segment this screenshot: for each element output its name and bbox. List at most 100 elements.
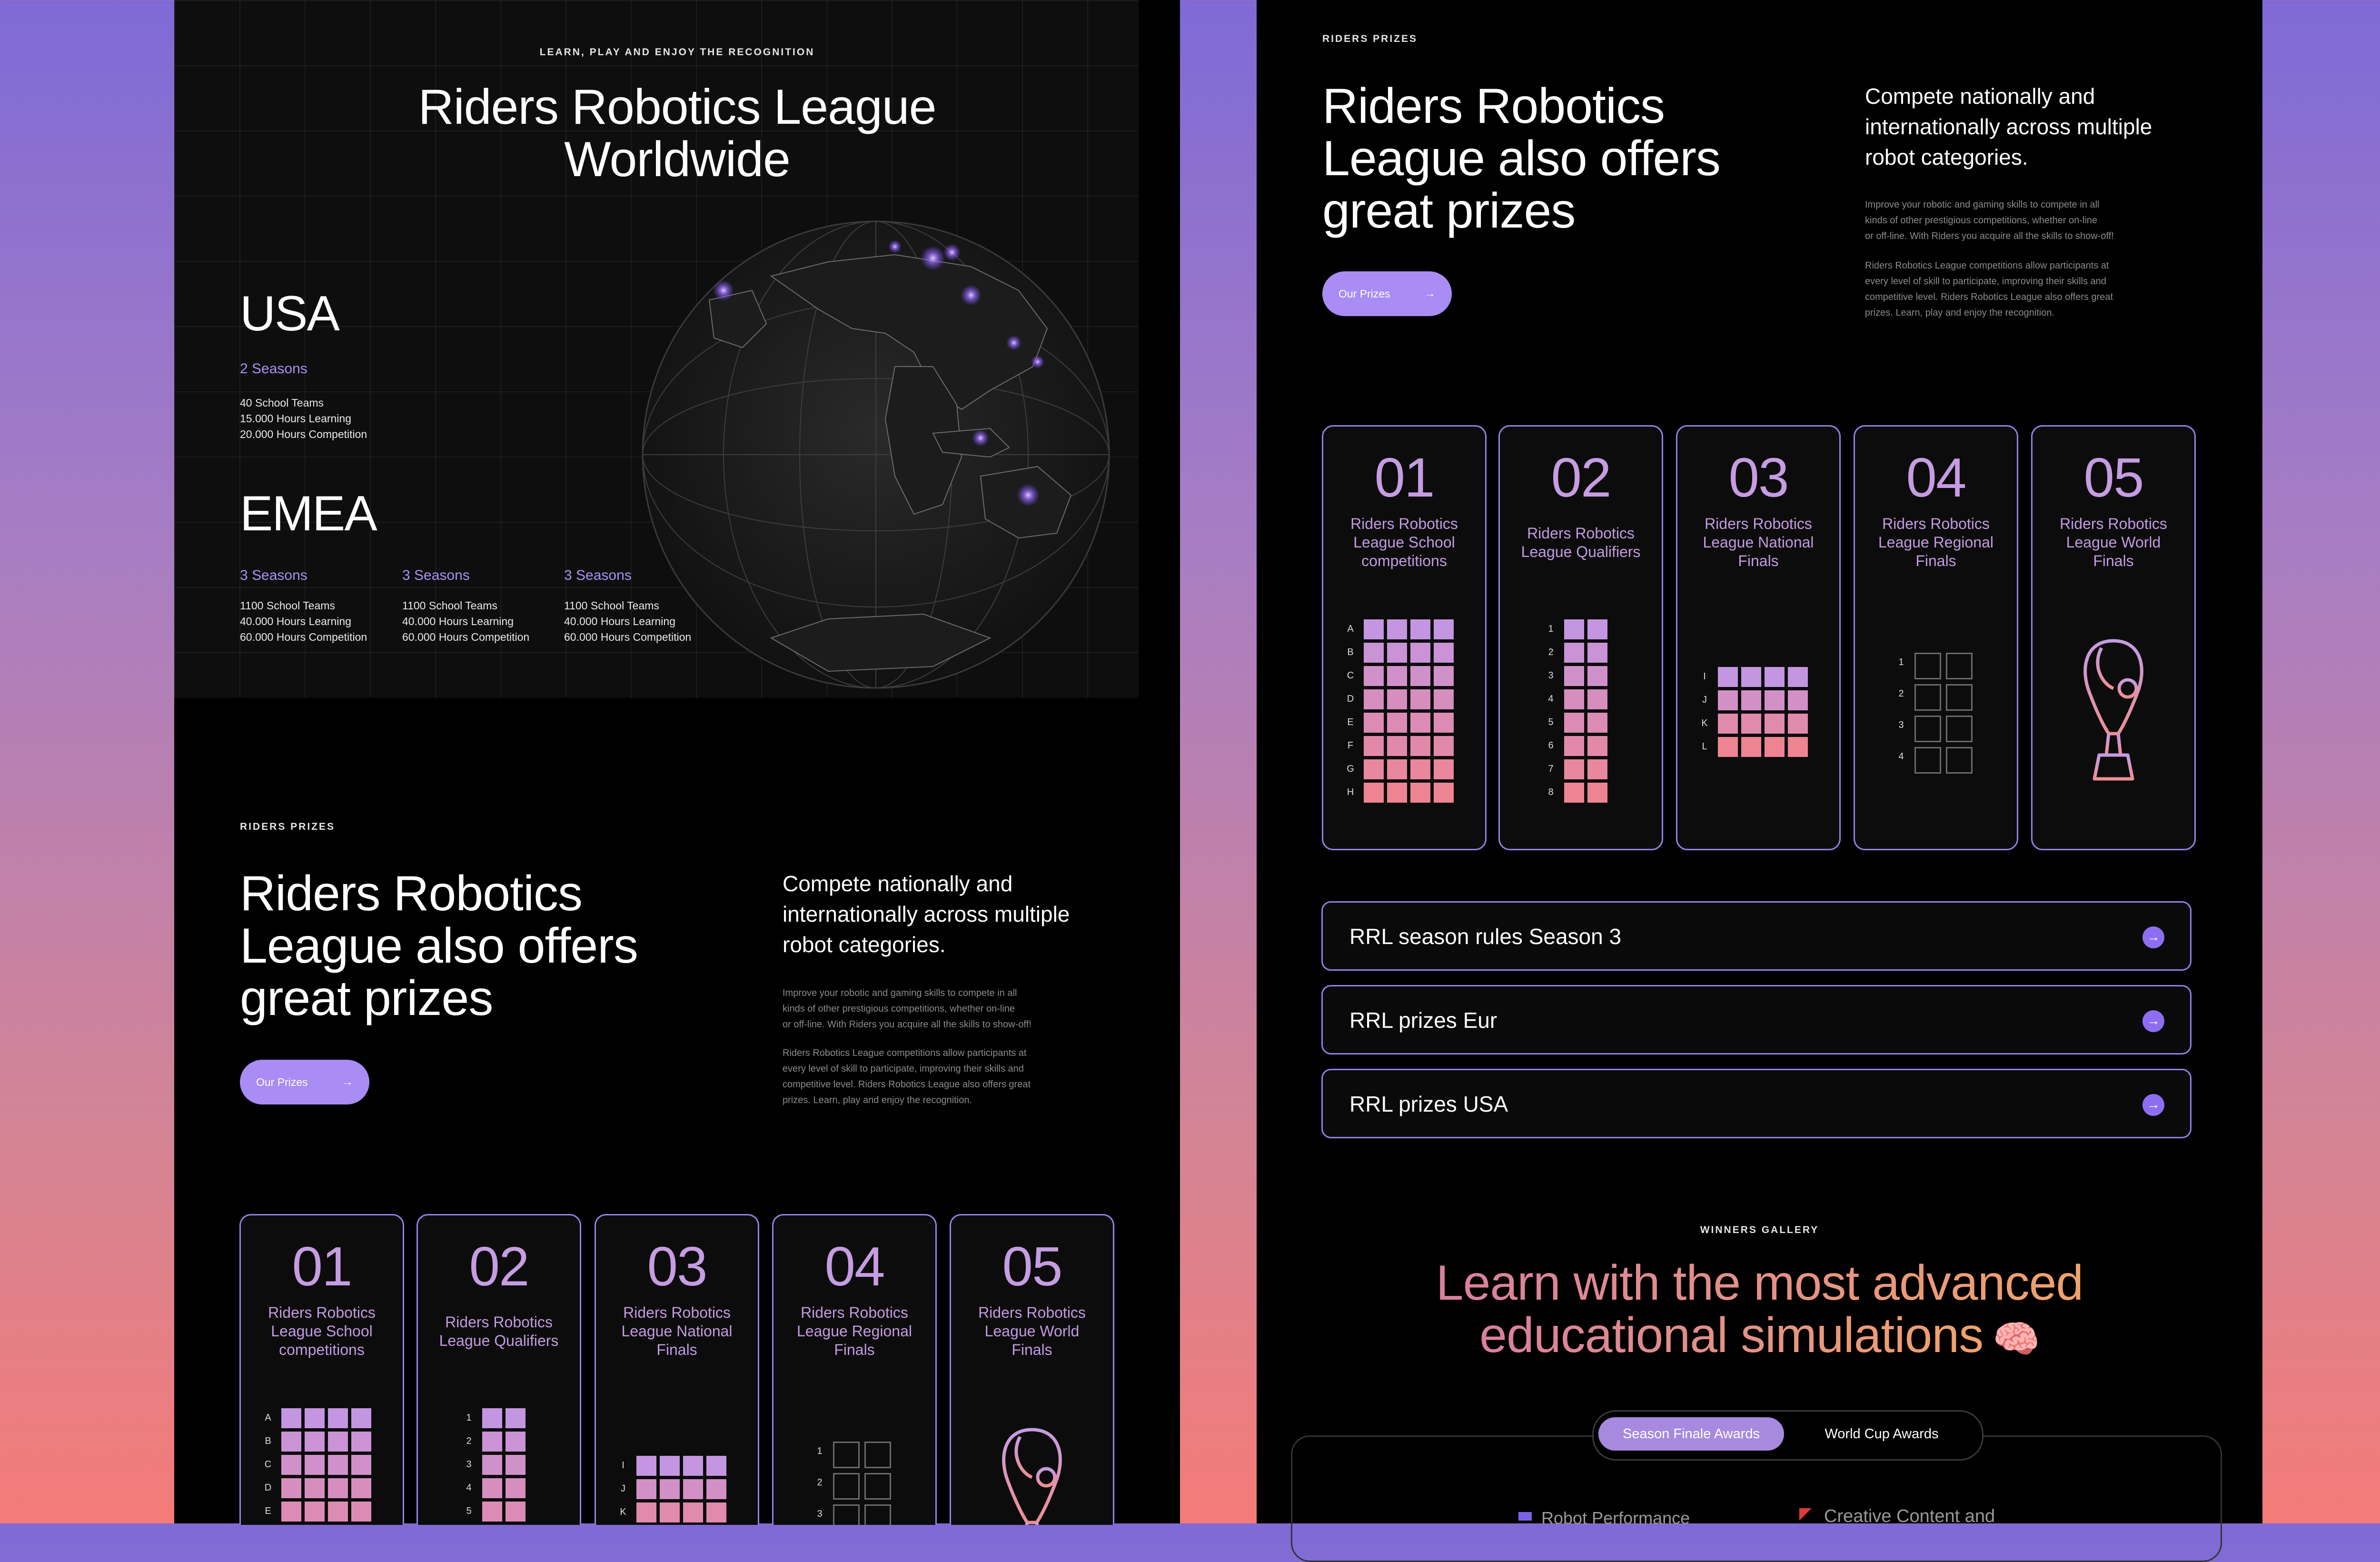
card-number: 04 [1906,447,1966,508]
seat-square [1718,667,1738,687]
row-label: B [1347,647,1354,657]
seat-square [1364,783,1384,803]
seat-square [660,1502,680,1522]
card-title-line: League Regional [797,1323,912,1340]
prize-card[interactable]: 01 Riders Robotics League School competitio… [239,1214,404,1525]
card-title-line: Finals [834,1341,875,1358]
prize-card[interactable]: 04 Riders Robotics League Regional Finals 1 2… [1854,425,2018,850]
seat-square [1587,619,1607,639]
prize-card[interactable]: 03 Riders Robotics League National Finals I J… [1676,425,1841,850]
paragraph-line: Riders Robotics League competitions allo… [1865,260,2109,271]
seat-square [351,1478,371,1498]
emea-stats: 1100 School Teams 40.000 Hours Learning … [402,598,529,645]
lead-line: robot categories. [1865,145,2028,169]
stat-line: 60.000 Hours Competition [402,631,530,643]
button-label: Our Prizes [1339,287,1390,300]
card-title: Riders Robotics League Regional Finals [783,1303,926,1359]
card-title-line: League World [2066,534,2161,551]
card-number: 02 [469,1235,529,1297]
seat-square [351,1432,371,1452]
card-title: Riders Robotics League World Finals [961,1303,1103,1359]
purple-flag-icon [1518,1512,1532,1521]
seat-square [1914,684,1941,711]
prizes-eyebrow: RIDERS PRIZES [240,821,336,832]
seat-square [351,1502,371,1522]
row-label: A [265,1413,271,1423]
arrow-right-icon[interactable]: → [2142,1094,2164,1116]
prizes-title: Riders Robotics League also offers great… [1322,80,1721,239]
card-title-line: Riders Robotics [1882,515,1990,532]
paragraph-line: prizes. Learn, play and enjoy the recogn… [1865,308,2055,318]
seat-square [1718,737,1738,757]
row-label: 3 [1898,720,1904,730]
row-label: C [264,1459,272,1470]
emea-stats: 1100 School Teams 40.000 Hours Learning … [240,598,367,645]
seat-square [1364,759,1384,779]
seat-square [864,1473,891,1500]
prize-card[interactable]: 05 Riders Robotics League World Finals [2031,425,2196,850]
seat-square [1434,666,1454,686]
seat-square [506,1455,526,1475]
card-title-line: Finals [656,1341,697,1358]
tab-season-finale-awards[interactable]: Season Finale Awards [1598,1417,1784,1451]
seat-square [1765,714,1785,734]
row-label: A [1347,624,1354,634]
accordion-item[interactable]: RRL prizes Eur → [1321,985,2192,1055]
accordion-label: RRL prizes Eur [1349,1008,1497,1033]
lead-line: Compete nationally and [783,871,1013,896]
prize-card[interactable]: 03 Riders Robotics League National Finals I J… [595,1214,759,1525]
our-prizes-button[interactable]: Our Prizes → [1322,271,1452,316]
prizes-title-line: great prizes [240,971,493,1026]
seat-square [1564,783,1584,803]
seat-square [636,1502,656,1522]
prizes-eyebrow: RIDERS PRIZES [1322,33,1418,44]
seat-square [1765,690,1785,710]
card-title-line: Riders Robotics [623,1304,731,1321]
stat-line: 1100 School Teams [564,599,659,612]
usa-stats: 40 School Teams 15.000 Hours Learning 20… [240,395,367,442]
our-prizes-button[interactable]: Our Prizes → [240,1060,369,1104]
stat-line: 40 School Teams [240,397,324,409]
seat-square [1788,737,1808,757]
seat-square [1587,643,1607,663]
trophy-icon [1002,1428,1062,1525]
prize-card[interactable]: 01 Riders Robotics League School competitio… [1322,425,1487,850]
stat-line: 15.000 Hours Learning [240,412,351,425]
accordion-item[interactable]: RRL season rules Season 3 → [1321,901,2192,971]
arrow-right-icon[interactable]: → [2142,926,2164,948]
card-title: Riders Robotics League Regional Finals [1864,515,2007,570]
gallery-eyebrow: WINNERS GALLERY [1700,1224,1819,1235]
seat-square [1434,783,1454,803]
prizes-title-line: great prizes [1322,183,1576,239]
gallery-title-line: educational simulations [1479,1308,1983,1363]
seat-square [1946,684,1973,711]
prize-card[interactable]: 05 Riders Robotics League World Finals [950,1214,1114,1525]
row-label: 7 [1548,764,1554,774]
row-label: C [1347,670,1354,681]
brain-emoji-icon: 🧠 [1993,1318,2040,1360]
prizes-lead: Compete nationally and internationally a… [783,868,1070,960]
paragraph-line: kinds of other prestigious competitions,… [783,1004,1015,1014]
worldwide-title: Riders Robotics League Worldwide [174,81,1180,186]
seat-square [1434,689,1454,709]
arrow-right-icon[interactable]: → [2142,1010,2164,1032]
prize-card[interactable]: 04 Riders Robotics League Regional Finals 1 2… [772,1214,937,1525]
card-title-line: Finals [1915,552,1956,569]
seat-square [1364,736,1384,756]
seat-square [305,1432,325,1452]
seat-square [1434,759,1454,779]
seat-square [1946,716,1973,742]
card-title-line: Riders Robotics [268,1304,376,1321]
card-title: Riders Robotics League Qualifiers [427,1313,570,1350]
stat-line: 40.000 Hours Learning [240,615,351,627]
paragraph-line: or off-line. With Riders you acquire all… [1865,231,2114,241]
seat-square [1387,643,1407,663]
seat-square [660,1456,680,1476]
tab-world-cup-awards[interactable]: World Cup Awards [1825,1426,1939,1442]
accordion-item[interactable]: RRL prizes USA → [1321,1069,2192,1138]
seat-square [1564,666,1584,686]
card-title: Riders Robotics League National Finals [605,1303,748,1359]
seat-square [1564,689,1584,709]
